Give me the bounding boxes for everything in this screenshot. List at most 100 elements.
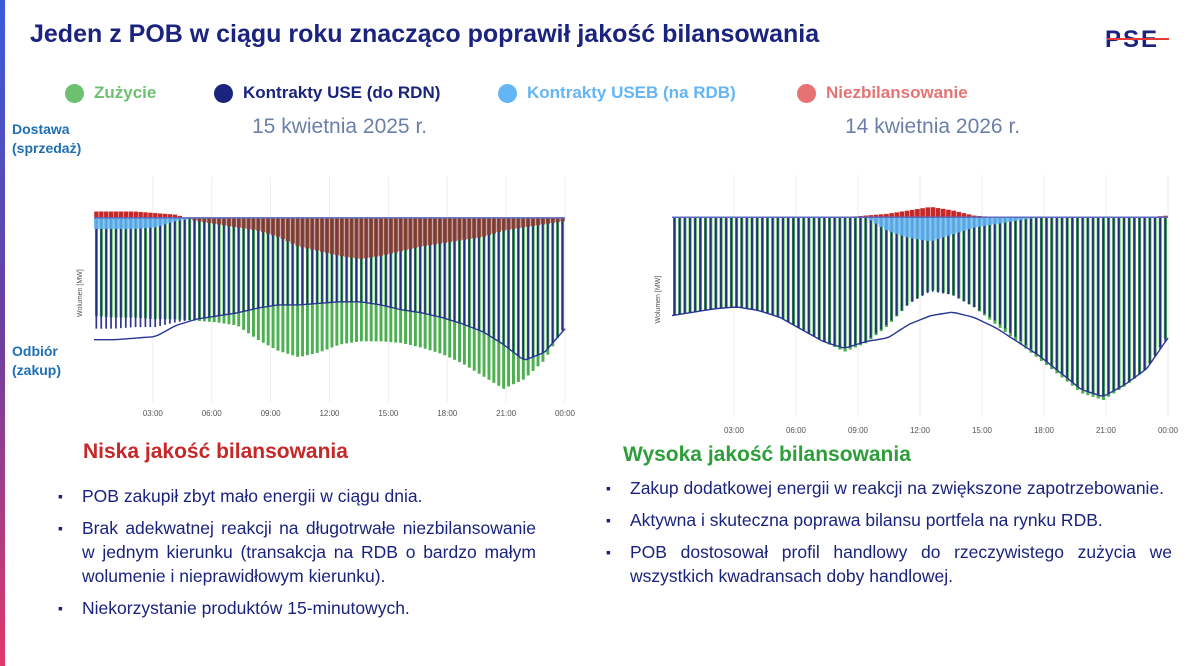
x-tick-label: 03:00 (724, 426, 745, 435)
bar-use-contract (532, 217, 534, 357)
bar-imbalance (251, 217, 256, 230)
bar-use-contract (556, 217, 559, 338)
bar-imbalance (123, 211, 129, 218)
bar-use-contract (483, 217, 485, 333)
x-tick-label: 12:00 (319, 409, 340, 418)
bar-imbalance (951, 210, 956, 218)
bar-use-contract (105, 217, 108, 329)
left-verdict: Niska jakość bilansowania (83, 440, 348, 463)
bar-imbalance (467, 217, 472, 239)
bar-useb-contract (976, 217, 982, 227)
bar-imbalance (197, 217, 202, 222)
bar-useb-contract (162, 217, 168, 225)
bar-useb-contract (128, 217, 134, 229)
bar-use-contract (1081, 217, 1084, 391)
bar-use-contract (1024, 217, 1027, 346)
bar-use-contract (213, 217, 215, 317)
bar-useb-contract (182, 217, 188, 220)
bar-use-contract (522, 217, 525, 360)
bar-use-contract (756, 217, 759, 311)
bar-useb-contract (920, 217, 926, 241)
x-tick-label: 00:00 (555, 409, 576, 418)
bar-useb-contract (894, 217, 900, 234)
bar-use-contract (911, 217, 914, 302)
bar-imbalance (946, 209, 951, 218)
bar-imbalance (295, 217, 300, 246)
bar-useb-contract (914, 217, 920, 240)
bar-use-contract (973, 217, 976, 308)
bar-imbalance (545, 217, 551, 224)
bar-imbalance (99, 211, 104, 218)
x-tick-label: 06:00 (786, 426, 807, 435)
bar-imbalance (525, 217, 531, 227)
bar-use-contract (1030, 217, 1032, 350)
bar-useb-contract (1018, 217, 1024, 221)
bar-imbalance (408, 217, 413, 249)
bar-use-contract (1133, 217, 1136, 378)
bar-use-contract (414, 217, 417, 312)
bar-use-contract (551, 217, 554, 343)
bar-use-contract (1055, 217, 1058, 370)
bar-imbalance (378, 217, 384, 256)
bar-useb-contract (992, 217, 998, 225)
bar-use-contract (218, 217, 220, 316)
bar-useb-contract (951, 217, 957, 235)
bar-imbalance (491, 217, 497, 234)
right-bullet-item: POB dostosował profil handlowy do rzeczy… (606, 540, 1172, 588)
bar-use-contract (154, 217, 157, 328)
bar-imbalance (221, 217, 227, 226)
bar-useb-contract (113, 217, 119, 229)
bar-use-contract (198, 217, 201, 319)
bar-use-contract (1092, 217, 1094, 394)
bar-imbalance (521, 217, 526, 228)
bar-use-contract (296, 217, 299, 305)
bar-useb-contract (1007, 217, 1013, 222)
bar-use-contract (95, 217, 98, 329)
pse-logo: PSE (1105, 26, 1169, 52)
bar-imbalance (138, 211, 143, 218)
bar-useb-contract (118, 217, 124, 229)
bar-useb-contract (123, 217, 129, 229)
legend-item-consumption: Zużycie (65, 82, 156, 104)
bar-use-contract (306, 217, 309, 305)
bar-use-contract (468, 217, 471, 327)
bar-imbalance (516, 217, 521, 229)
left-bullet-item: Brak adekwatnej reakcji na długotrwałe n… (58, 516, 536, 588)
bar-use-contract (751, 217, 753, 310)
bar-use-contract (714, 217, 717, 309)
bar-use-contract (345, 217, 348, 302)
bar-use-contract (776, 217, 779, 317)
bar-useb-contract (868, 217, 874, 221)
bar-use-contract (1040, 217, 1043, 358)
bar-imbalance (422, 217, 428, 246)
bar-use-contract (380, 217, 382, 305)
bar-use-contract (890, 217, 893, 321)
bar-imbalance (339, 217, 344, 257)
bar-use-contract (487, 217, 490, 336)
bar-imbalance (216, 217, 222, 225)
bar-use-contract (838, 217, 841, 347)
bar-use-contract (720, 217, 722, 309)
legend-swatch-consumption (65, 83, 84, 103)
bar-use-contract (735, 217, 738, 307)
bar-use-contract (1076, 217, 1079, 387)
legend-label-useb-contracts: Kontrakty USEB (na RDB) (527, 83, 736, 102)
bar-use-contract (709, 217, 712, 310)
bar-use-contract (962, 217, 965, 302)
bar-imbalance (915, 209, 920, 218)
legend-label-consumption: Zużycie (94, 83, 157, 102)
bar-use-contract (100, 217, 103, 329)
bar-useb-contract (138, 217, 144, 229)
bar-use-contract (497, 217, 500, 342)
x-tick-label: 15:00 (378, 409, 399, 418)
bar-use-contract (1138, 217, 1141, 374)
bar-imbalance (457, 217, 462, 241)
bar-use-contract (561, 217, 564, 332)
bar-useb-contract (167, 217, 173, 223)
bar-use-contract (286, 217, 289, 305)
bar-use-contract (833, 217, 836, 346)
bar-useb-contract (98, 217, 104, 229)
legend-label-use-contracts: Kontrakty USE (do RDN) (243, 83, 441, 102)
bar-use-contract (802, 217, 805, 331)
bar-use-contract (463, 217, 466, 325)
